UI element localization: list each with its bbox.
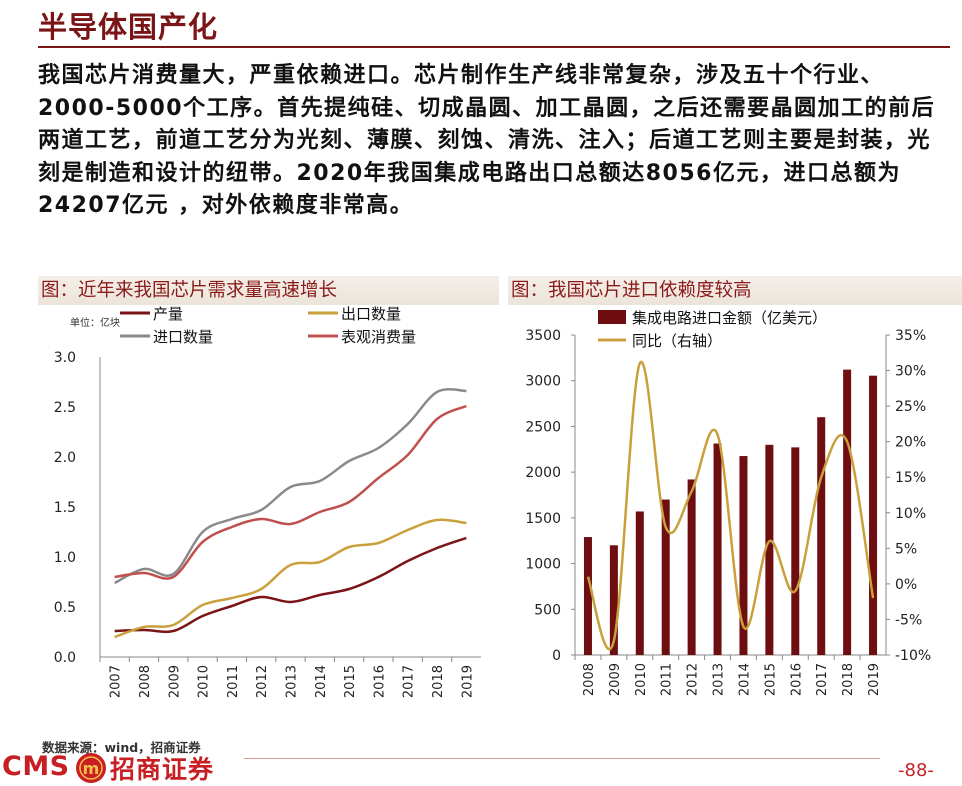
logo-mark: m: [83, 759, 100, 778]
y-tick-label: 2.5: [54, 400, 76, 416]
x-tick-label: 2012: [686, 663, 701, 696]
y-tick-labels-left: 0 500 1000 1500 2000 2500 3000 3500: [525, 328, 575, 664]
x-tick-label: 2019: [460, 665, 475, 698]
x-tick-label: 2015: [763, 663, 778, 696]
x-tick-label: 2011: [226, 665, 241, 698]
x-tick-label: 2014: [737, 663, 752, 696]
legend-label: 集成电路进口金额（亿美元）: [632, 309, 827, 327]
x-tick-labels: 2008 2009 2010 2011 2012 2013 2014 2015 2016 2017…: [574, 655, 882, 696]
series-line-0: [114, 536, 467, 634]
x-tick-label: 2016: [789, 663, 804, 696]
legend: 集成电路进口金额（亿美元） 同比（右轴）: [598, 309, 827, 350]
legend-label: 出口数量: [341, 305, 401, 323]
cms-logo-icon: m: [76, 753, 106, 783]
x-tick-label: 2008: [138, 665, 153, 698]
bars: [583, 369, 878, 655]
x-tick-label: 2019: [867, 663, 882, 696]
x-tick-label: 2011: [660, 663, 675, 696]
y-tick-labels-right: -10% -5% 0% 5% 10% 15% 20% 25% 30% 35%: [886, 328, 931, 664]
bar: [635, 511, 644, 655]
x-tick-label: 2018: [431, 665, 446, 698]
y2-tick-label: 5%: [895, 541, 917, 557]
legend-label: 产量: [153, 305, 183, 323]
x-tick-label: 2007: [109, 665, 124, 698]
x-tick-label: 2010: [634, 663, 649, 696]
x-tick-label: 2017: [402, 665, 417, 698]
x-tick-labels: 2007 2008 2009 2010 2011 2012 2013 2014 2015 2016…: [99, 657, 475, 698]
brand-name: 招商证券: [110, 755, 215, 784]
y-tick-label: 2.0: [54, 450, 76, 466]
y-tick-label: 2000: [525, 465, 561, 481]
y-tick-label: 0.5: [54, 600, 76, 616]
y-tick-label: 0.0: [54, 650, 76, 666]
bar: [739, 456, 748, 655]
y-tick-label: 0: [552, 648, 561, 664]
x-tick-label: 2013: [285, 665, 300, 698]
unit-label: 单位：亿块: [70, 316, 120, 329]
x-tick-label: 2009: [608, 663, 623, 696]
legend-label: 同比（右轴）: [632, 332, 722, 350]
footer-divider: [244, 758, 880, 759]
bar: [843, 369, 852, 655]
y-tick-label: 1000: [525, 557, 561, 573]
intro-paragraph: 我国芯片消费量大，严重依赖进口。芯片制作生产线非常复杂，涉及五十个行业、2000…: [38, 63, 936, 218]
y-tick-label: 1500: [525, 511, 561, 527]
data-source: 数据来源：wind，招商证券: [42, 740, 201, 755]
y-tick-label: 3000: [525, 374, 561, 390]
bar: [609, 545, 618, 655]
y-tick-labels: 0.0 0.5 1.0 1.5 2.0 2.5 3.0: [54, 350, 76, 666]
y2-tick-label: 35%: [895, 328, 926, 344]
brand-prefix: CMS: [2, 751, 70, 782]
legend-label: 表观消费量: [341, 328, 416, 346]
bar: [661, 499, 670, 655]
series-line-2: [114, 388, 467, 585]
series-line-3: [114, 404, 467, 580]
y-tick-label: 1.5: [54, 500, 76, 516]
legend-swatch-bar: [598, 310, 626, 324]
x-tick-label: 2010: [197, 665, 212, 698]
right-chart: 集成电路进口金额（亿美元） 同比（右轴） 0 500 1000 1500 2000 2500…: [525, 309, 931, 696]
page-title: 半导体国产化: [38, 10, 219, 44]
y-tick-label: 3500: [525, 328, 561, 344]
x-tick-label: 2012: [255, 665, 270, 698]
bar: [583, 537, 592, 655]
bar: [687, 479, 696, 655]
x-tick-label: 2018: [841, 663, 856, 696]
bar: [791, 447, 800, 655]
x-tick-label: 2014: [314, 665, 329, 698]
y2-tick-label: 20%: [895, 435, 926, 451]
right-chart-title: 图：我国芯片进口依赖度较高: [508, 276, 962, 305]
x-tick-label: 2008: [582, 663, 597, 696]
left-chart-title: 图：近年来我国芯片需求量高速增长: [38, 276, 499, 305]
bar: [817, 417, 826, 655]
bar: [869, 375, 878, 655]
y2-tick-label: 15%: [895, 470, 926, 486]
y2-tick-label: 10%: [895, 506, 926, 522]
y2-tick-label: 0%: [895, 577, 917, 593]
y2-tick-label: 25%: [895, 399, 926, 415]
y2-tick-label: -10%: [895, 648, 931, 664]
series-line-1: [114, 518, 467, 639]
series-lines: [114, 388, 467, 639]
x-tick-label: 2016: [372, 665, 387, 698]
x-tick-label: 2015: [343, 665, 358, 698]
y-tick-label: 3.0: [54, 350, 76, 366]
y-tick-label: 2500: [525, 419, 561, 435]
y-tick-label: 1.0: [54, 550, 76, 566]
yoy-line-path: [586, 360, 875, 651]
page-number: -88-: [898, 760, 934, 781]
x-tick-label: 2017: [815, 663, 830, 696]
title-divider: [38, 46, 950, 48]
y-tick-label: 500: [534, 602, 561, 618]
legend-label: 进口数量: [153, 328, 213, 346]
x-tick-label: 2013: [712, 663, 727, 696]
y2-tick-label: 30%: [895, 364, 926, 380]
bar: [713, 443, 722, 655]
yoy-line: [586, 360, 875, 651]
bar: [765, 444, 774, 655]
x-tick-label: 2009: [167, 665, 182, 698]
y2-tick-label: -5%: [895, 612, 922, 628]
